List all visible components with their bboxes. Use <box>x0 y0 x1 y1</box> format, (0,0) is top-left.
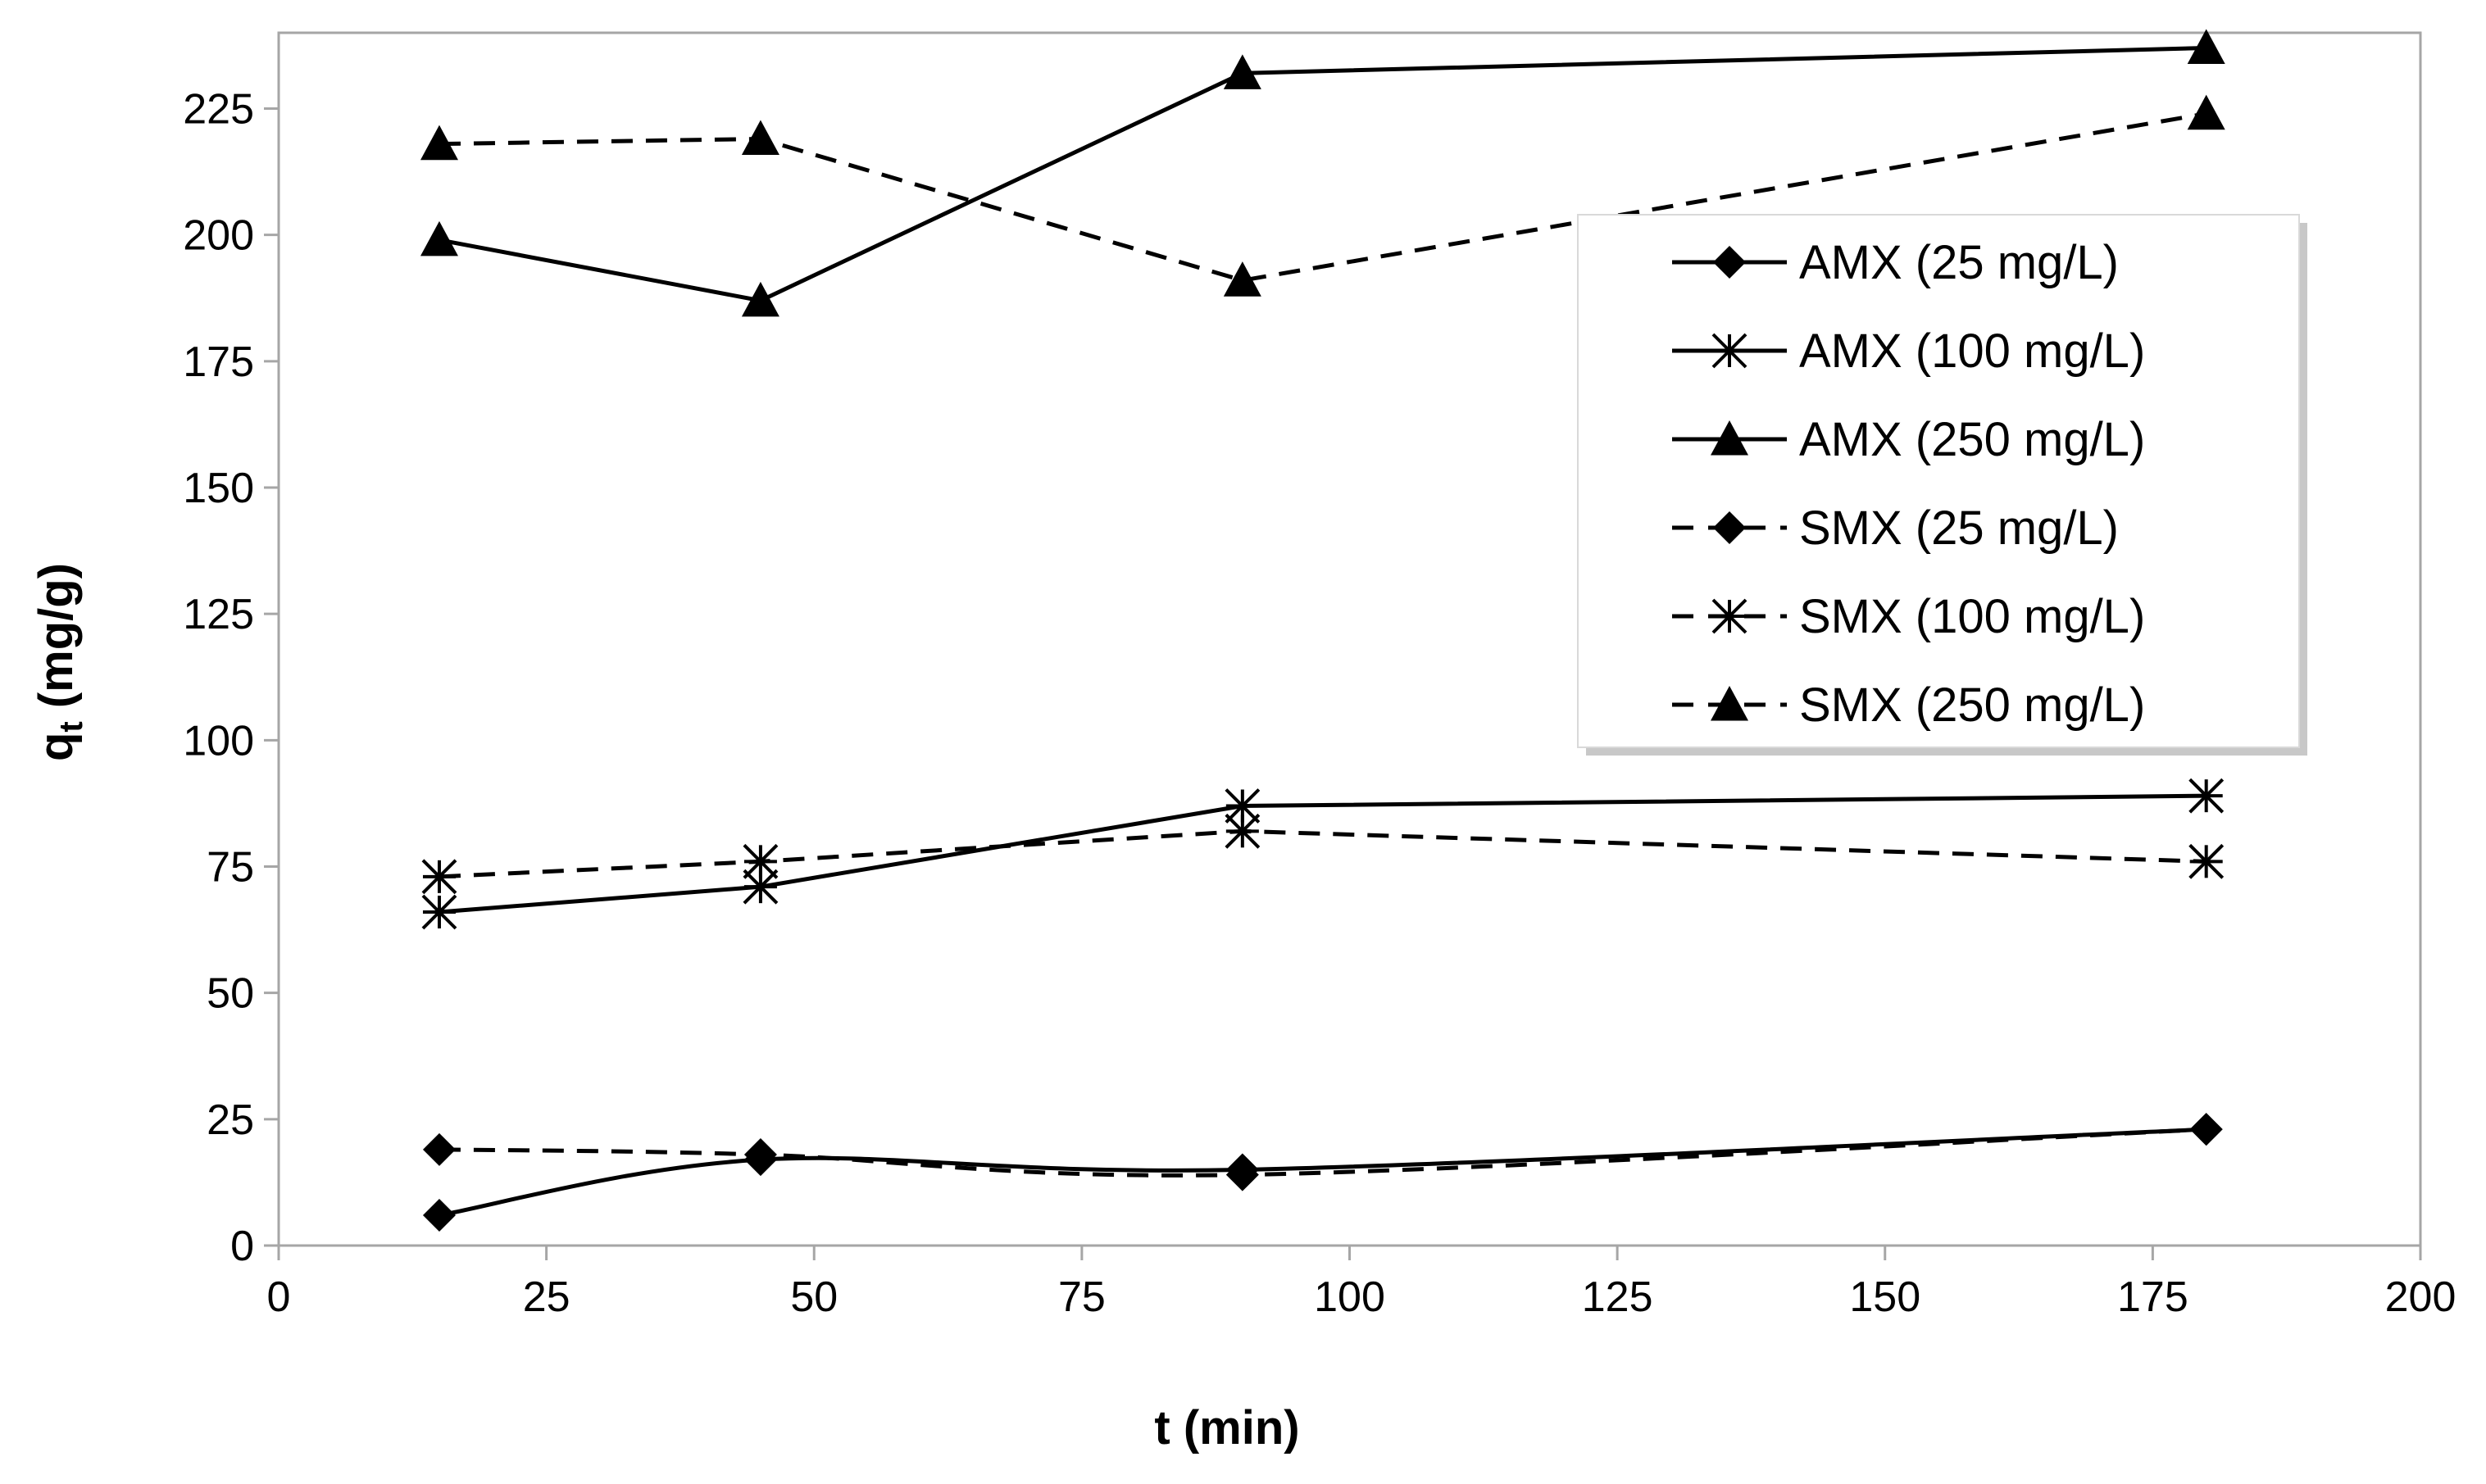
legend-label: SMX (100 mg/L) <box>1799 590 2145 643</box>
series-line <box>439 1127 2206 1178</box>
legend-label: SMX (250 mg/L) <box>1799 678 2145 732</box>
x-tick-label: 175 <box>2117 1273 2188 1321</box>
y-tick-label: 175 <box>183 338 254 386</box>
data-point <box>741 281 779 317</box>
data-point <box>1225 813 1261 849</box>
data-point <box>2188 843 2225 879</box>
x-tick-label: 100 <box>1314 1273 1385 1321</box>
data-point <box>2187 29 2225 65</box>
legend-marker <box>1711 333 1747 369</box>
series-line <box>439 46 2206 303</box>
data-point <box>743 1138 777 1171</box>
y-axis-title-subscript: t <box>53 721 89 732</box>
data-point <box>741 120 779 156</box>
x-tick-label: 150 <box>1849 1273 1920 1321</box>
series-amx-250-mg-l <box>420 29 2225 317</box>
series-smx-25-mg-l <box>422 1113 2223 1191</box>
data-point <box>422 1199 456 1232</box>
legend-item: AMX (100 mg/L) <box>1672 324 2145 378</box>
data-point <box>2187 94 2225 130</box>
legend-marker <box>1711 598 1747 634</box>
x-axis-title: t (min) <box>1154 1401 1299 1455</box>
data-point <box>2188 778 2225 814</box>
legend-marker <box>1713 246 1746 279</box>
x-tick-label: 125 <box>1582 1273 1653 1321</box>
x-tick-label: 50 <box>790 1273 838 1321</box>
series-smx-250-mg-l <box>420 94 2225 297</box>
y-tick-label: 225 <box>183 86 254 134</box>
data-point <box>1223 54 1261 89</box>
series-line <box>439 793 2206 914</box>
y-tick-label: 125 <box>183 591 254 638</box>
x-tick-label: 200 <box>2385 1273 2456 1321</box>
y-tick-label: 150 <box>183 465 254 512</box>
y-axis-title-main: q <box>30 733 83 761</box>
data-point <box>1223 261 1261 297</box>
y-axis-title-unit: (mg/g) <box>30 563 83 721</box>
legend-item: SMX (250 mg/L) <box>1672 678 2145 732</box>
legend-item: AMX (250 mg/L) <box>1672 413 2145 466</box>
legend-item: SMX (25 mg/L) <box>1672 501 2119 555</box>
legend-label: AMX (25 mg/L) <box>1799 236 2119 289</box>
series-group <box>420 29 2225 1232</box>
y-tick-label: 100 <box>183 717 254 765</box>
legend-marker <box>1713 511 1746 544</box>
legend-label: SMX (25 mg/L) <box>1799 501 2119 555</box>
legend-item: AMX (25 mg/L) <box>1672 236 2119 289</box>
y-tick-label: 200 <box>183 212 254 260</box>
y-tick-label: 75 <box>207 844 254 892</box>
data-point <box>1225 788 1261 824</box>
legend: AMX (25 mg/L) AMX (100 mg/L) AMX (250 mg/L… <box>1577 214 2307 756</box>
legend-item: SMX (100 mg/L) <box>1672 590 2145 643</box>
data-point <box>1225 1158 1259 1191</box>
axes: 0 25 50 75 100 125 150 175 200 0 25 50 75 100 125 150 17… <box>183 31 2456 1321</box>
data-point <box>2189 1113 2223 1146</box>
data-point <box>743 843 779 879</box>
data-point <box>420 220 458 256</box>
y-axis-title: qt (mg/g) <box>30 563 89 761</box>
data-point <box>422 1132 456 1166</box>
legend-marker <box>1711 686 1748 721</box>
legend-marker <box>1711 420 1748 456</box>
data-point <box>420 125 458 161</box>
legend-label: AMX (100 mg/L) <box>1799 324 2145 378</box>
data-point <box>421 894 457 930</box>
x-tick-label: 25 <box>523 1273 570 1321</box>
y-tick-label: 50 <box>207 970 254 1018</box>
data-point <box>421 859 457 895</box>
series-line <box>439 1127 2206 1218</box>
legend-box <box>1577 214 2300 748</box>
y-tick-label: 25 <box>207 1096 254 1144</box>
y-tick-label: 0 <box>230 1223 254 1270</box>
x-tick-label: 75 <box>1058 1273 1106 1321</box>
series-line <box>439 111 2207 283</box>
x-tick-label: 0 <box>267 1273 291 1321</box>
legend-label: AMX (250 mg/L) <box>1799 413 2145 466</box>
series-amx-25-mg-l <box>422 1113 2223 1232</box>
series-line <box>439 828 2206 879</box>
series-smx-100-mg-l <box>421 813 2225 895</box>
